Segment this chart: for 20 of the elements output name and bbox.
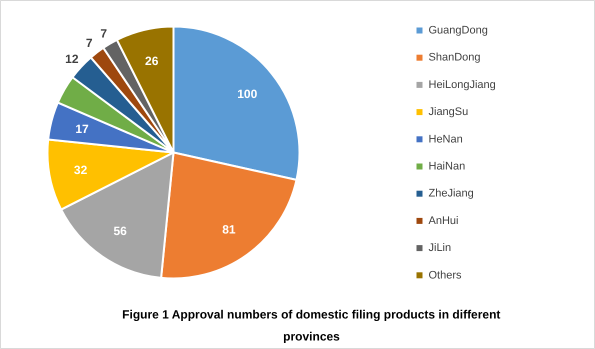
data-label: 7 xyxy=(100,26,108,40)
data-label: 81 xyxy=(222,222,236,237)
data-label: 56 xyxy=(113,224,128,238)
data-label: 26 xyxy=(145,54,159,68)
legend-label: ZheJiang xyxy=(428,188,474,200)
legend-label: ShanDong xyxy=(428,52,480,64)
legend-label: HeiLongJiang xyxy=(428,78,496,91)
legend-label: JiangSu xyxy=(428,106,468,118)
data-label: 17 xyxy=(75,122,90,136)
data-label: 12 xyxy=(65,52,79,66)
legend-label: JiLin xyxy=(428,242,452,254)
legend-label: Others xyxy=(428,269,462,282)
legend-label: AnHui xyxy=(428,214,458,227)
legend-label: HaiNan xyxy=(428,160,466,172)
legend-label: HeNan xyxy=(428,133,463,146)
legend-label: GuangDong xyxy=(428,24,488,36)
data-label: 32 xyxy=(74,163,88,178)
data-label: 100 xyxy=(237,86,258,101)
data-label: 7 xyxy=(86,36,93,50)
text: Figure 1 Approval numbers of domestic filing products in different provinces xyxy=(122,308,500,344)
